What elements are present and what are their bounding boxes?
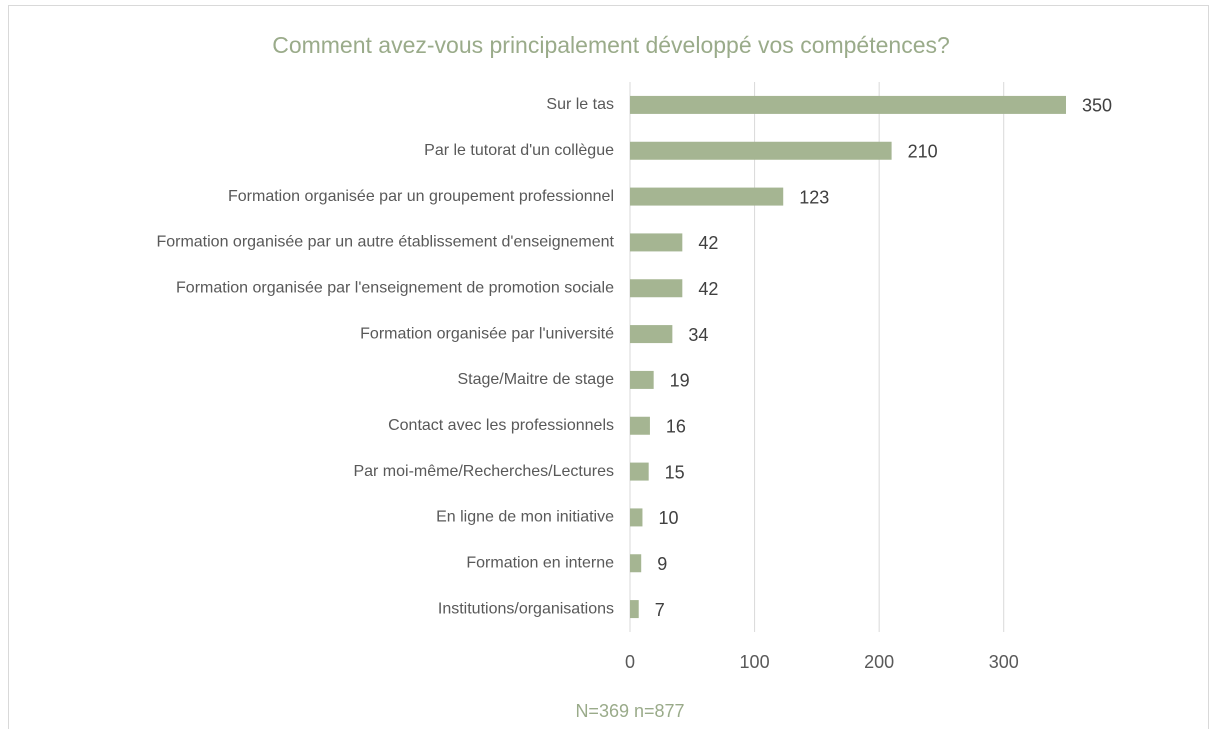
y-tick-label: En ligne de mon initiative	[436, 509, 614, 526]
y-tick-label: Contact avec les professionnels	[388, 417, 614, 434]
bar	[630, 462, 649, 481]
x-tick-label: 300	[989, 652, 1019, 672]
value-label: 42	[698, 279, 718, 299]
value-label: 19	[670, 371, 690, 391]
y-tick-label: Formation organisée par un groupement pr…	[228, 188, 614, 205]
y-tick-label: Formation organisée par l'enseignement d…	[176, 279, 614, 296]
value-label: 15	[665, 462, 685, 482]
value-label: 42	[698, 233, 718, 253]
value-label: 10	[658, 508, 678, 528]
x-tick-label: 200	[864, 652, 894, 672]
bar	[630, 279, 683, 298]
bar	[630, 554, 642, 573]
y-tick-label: Par moi-même/Recherches/Lectures	[353, 463, 614, 480]
y-tick-label: Sur le tas	[546, 96, 614, 113]
value-label: 123	[799, 187, 829, 207]
value-label: 210	[908, 142, 938, 162]
bar	[630, 233, 683, 252]
y-tick-label: Formation organisée par un autre établis…	[156, 234, 614, 251]
y-tick-label: Formation en interne	[466, 554, 614, 571]
bar	[630, 95, 1066, 114]
bar	[630, 141, 892, 160]
y-tick-label: Formation organisée par l'université	[360, 325, 614, 342]
value-label: 16	[666, 417, 686, 437]
y-tick-label: Par le tutorat d'un collègue	[424, 142, 614, 159]
bar	[630, 600, 639, 619]
value-label: 350	[1082, 96, 1112, 116]
y-tick-label: Institutions/organisations	[438, 600, 614, 617]
bar	[630, 187, 784, 206]
chart-title: Comment avez-vous principalement dévelop…	[272, 32, 950, 58]
value-label: 9	[657, 554, 667, 574]
annotation: N=369 n=877	[575, 701, 684, 721]
bar	[630, 325, 673, 344]
y-tick-label: Stage/Maitre de stage	[457, 371, 614, 388]
bar	[630, 370, 654, 389]
value-label: 7	[655, 600, 665, 620]
chart-frame	[8, 5, 1209, 729]
bar	[630, 508, 643, 527]
x-tick-label: 0	[625, 652, 635, 672]
value-label: 34	[688, 325, 708, 345]
x-tick-label: 100	[740, 652, 770, 672]
bar	[630, 416, 650, 435]
